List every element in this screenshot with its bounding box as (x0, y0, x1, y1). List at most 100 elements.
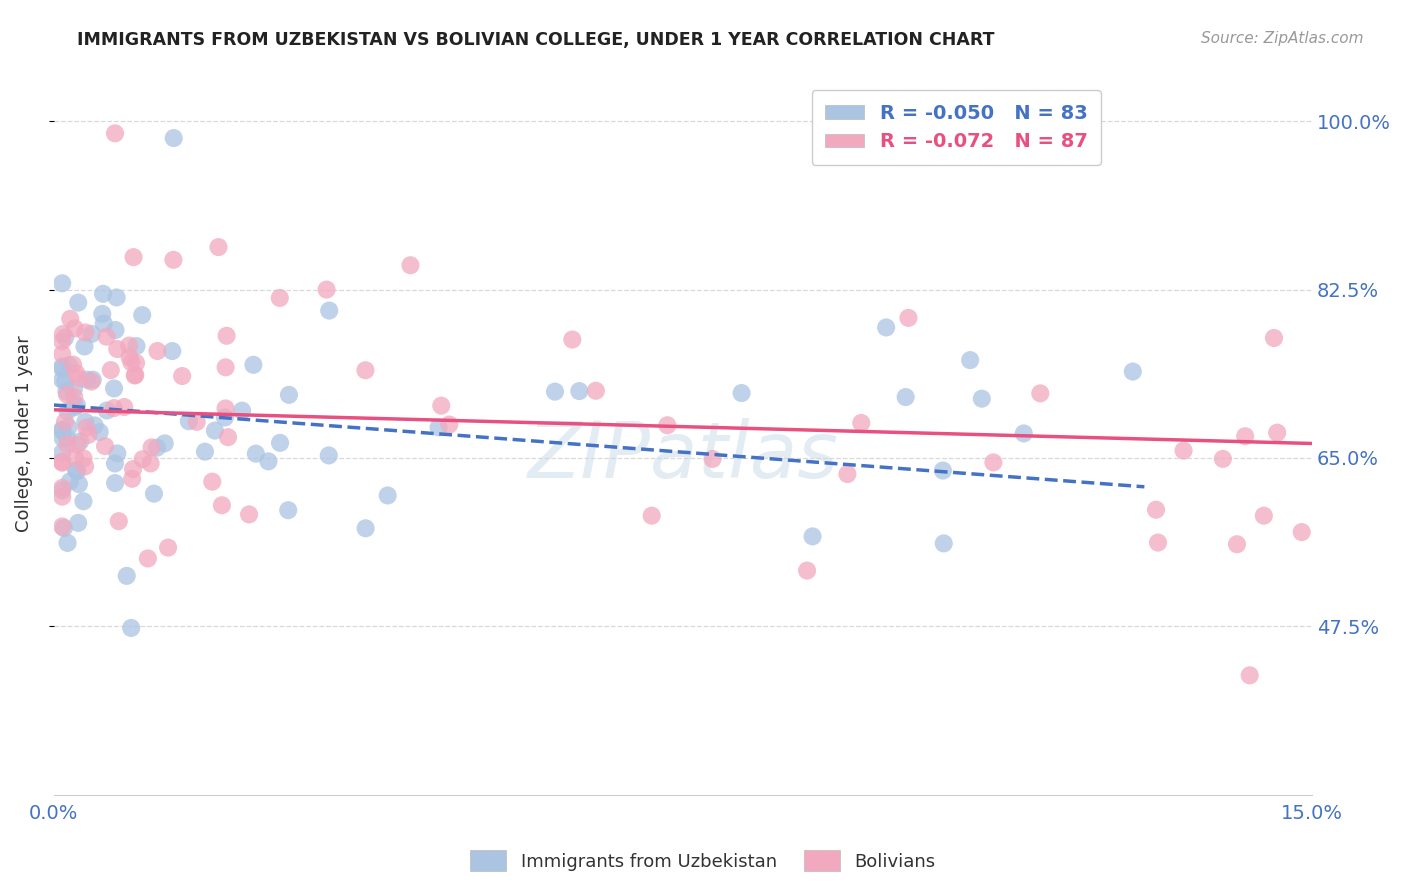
Point (894, 390, 917, 404)
Point (66, 438, 89, 452)
Point (177, 414, 200, 428)
Point (51, 334, 73, 348)
Point (72, 451, 94, 466)
Point (801, 529, 824, 543)
Point (932, 464, 955, 478)
Point (1029, 386, 1052, 401)
Point (163, 131, 186, 145)
Point (51, 424, 73, 438)
Point (277, 503, 299, 517)
Point (186, 415, 208, 429)
Point (67, 516, 90, 530)
Point (51, 519, 73, 533)
Point (194, 444, 217, 458)
Point (104, 323, 127, 337)
Point (257, 454, 280, 468)
Point (63, 450, 86, 465)
Point (214, 410, 236, 425)
Point (897, 310, 920, 325)
Point (118, 338, 141, 352)
Point (1122, 365, 1144, 379)
Point (66, 464, 89, 478)
Point (214, 360, 236, 375)
Point (318, 449, 340, 463)
Point (120, 355, 142, 369)
Point (104, 476, 127, 491)
Point (56, 437, 79, 451)
Point (1234, 429, 1257, 443)
Point (51, 347, 73, 361)
Point (80, 375, 103, 389)
Point (217, 430, 239, 444)
Point (75, 326, 97, 340)
Point (59, 311, 82, 326)
Point (1144, 502, 1167, 516)
Point (561, 333, 583, 347)
Point (231, 403, 253, 417)
Point (51, 373, 73, 387)
Point (69, 434, 91, 449)
Point (211, 498, 233, 512)
Point (875, 320, 897, 334)
Point (214, 401, 236, 416)
Point (52, 326, 75, 341)
Point (104, 126, 127, 140)
Point (1147, 535, 1170, 549)
Point (55, 384, 77, 399)
Point (278, 388, 301, 402)
Point (238, 508, 260, 522)
Point (269, 435, 291, 450)
Point (204, 424, 226, 438)
Point (63, 321, 86, 335)
Point (1012, 426, 1035, 441)
Point (245, 447, 267, 461)
Point (100, 363, 122, 377)
Point (51, 490, 73, 504)
Point (427, 420, 450, 434)
Point (354, 521, 377, 535)
Point (207, 240, 229, 254)
Point (51, 423, 73, 437)
Point (702, 452, 724, 467)
Text: ZIPatlas: ZIPatlas (527, 417, 838, 493)
Point (125, 356, 148, 370)
Point (76, 373, 98, 387)
Point (121, 472, 143, 486)
Point (146, 441, 169, 455)
Point (53, 375, 76, 389)
Point (103, 401, 125, 416)
Point (354, 363, 377, 377)
Point (51, 455, 73, 469)
Point (1265, 425, 1288, 440)
Point (75, 415, 97, 429)
Point (63, 400, 86, 414)
Point (544, 384, 567, 399)
Point (157, 541, 180, 555)
Point (96, 329, 118, 343)
Point (67, 371, 90, 385)
Point (73, 339, 96, 353)
Point (72, 494, 94, 508)
Point (146, 344, 169, 359)
Point (131, 308, 153, 322)
Point (63, 382, 86, 396)
Point (65, 366, 87, 380)
Point (1173, 443, 1195, 458)
Point (82, 373, 104, 387)
Point (1239, 668, 1261, 682)
Point (796, 564, 818, 578)
Point (139, 457, 162, 471)
Point (162, 252, 184, 267)
Point (315, 283, 337, 297)
Legend: Immigrants from Uzbekistan, Bolivians: Immigrants from Uzbekistan, Bolivians (463, 843, 943, 879)
Point (641, 508, 664, 523)
Point (75, 459, 97, 474)
Point (1226, 537, 1249, 551)
Point (399, 258, 422, 272)
Point (62, 358, 84, 372)
Point (56, 387, 79, 401)
Point (568, 384, 591, 398)
Point (105, 342, 128, 356)
Point (67, 295, 90, 310)
Point (932, 536, 955, 550)
